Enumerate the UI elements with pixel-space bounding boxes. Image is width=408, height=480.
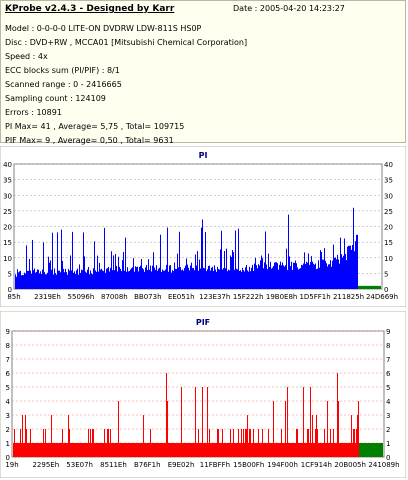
pi-xticks: 85h 2319Eh 55096h 87008h BB073h EE051h 123E37h…: [7, 293, 398, 301]
pi-ytick-label: 30: [3, 192, 12, 200]
pif-ytick-label: 4: [6, 398, 11, 406]
pi-ytick-label: 5: [8, 270, 12, 278]
pi-ytick-label-right: 40: [384, 161, 393, 169]
info-speed: Speed : 4x: [5, 52, 48, 61]
info-model: Model : 0-0-0-0 LITE-ON DVDRW LDW-811S H…: [5, 24, 202, 33]
pi-xtick-label: 15F222h: [233, 293, 264, 301]
pif-ytick-label-right: 9: [386, 328, 390, 336]
pif-bars: [13, 373, 383, 457]
pif-xtick-label: 20B005h: [334, 461, 366, 469]
pif-yticks-right: 0 1 2 3 4 5 6 7 8 9: [386, 328, 391, 462]
app-title: KProbe v2.4.3 - Designed by Karr: [5, 4, 175, 14]
pi-xtick-label: EE051h: [168, 293, 195, 301]
pi-xtick-label: 55096h: [68, 293, 95, 301]
pi-xtick-label: 85h: [7, 293, 20, 301]
pi-ytick-label-right: 35: [384, 177, 393, 185]
pif-ytick-label-right: 2: [386, 426, 390, 434]
pi-xtick-label: 2319Eh: [34, 293, 61, 301]
pif-xtick-label: 15B00Fh: [233, 461, 264, 469]
pif-xtick-label: B76F1h: [134, 461, 161, 469]
pif-ytick-label: 1: [6, 440, 10, 448]
pi-xtick-label: 19B0E8h: [266, 293, 297, 301]
pi-ytick-label: 35: [3, 177, 12, 185]
pif-end-marker: [359, 443, 383, 457]
pif-ytick-label-right: 3: [386, 412, 390, 420]
pi-end-marker: [358, 285, 381, 289]
pif-yticks-left: 0 1 2 3 4 5 6 7 8 9: [6, 328, 11, 462]
info-pif-stats: PIF Max= 9 , Average= 0,50 , Total= 9631: [5, 136, 174, 145]
pi-bars: [15, 207, 381, 289]
pi-xtick-label: 24D669h: [366, 293, 398, 301]
pi-ytick-label-right: 25: [384, 208, 393, 216]
pi-ytick-label-right: 20: [384, 224, 393, 232]
info-disc: Disc : DVD+RW , MCCA01 [Mitsubishi Chemi…: [5, 38, 248, 47]
pif-ytick-label-right: 1: [386, 440, 390, 448]
pif-ytick-label: 2: [6, 426, 10, 434]
pif-ytick-label-right: 5: [386, 384, 390, 392]
pif-xtick-label: 8511Eh: [100, 461, 127, 469]
pif-xtick-label: 194F00h: [267, 461, 298, 469]
pif-ytick-label: 8: [6, 342, 10, 350]
pi-xtick-label: 1D5FF1h: [299, 293, 330, 301]
pif-ytick-label: 6: [6, 370, 11, 378]
pif-chart: PIF 0 1 2 3 4 5 6 7 8 9 0 1 2 3 4 5 6 7 8 9 19h 2295Eh 53E07…: [0, 311, 406, 478]
pi-ytick-label: 20: [3, 224, 12, 232]
pi-yticks-left: 0 5 10 15 20 25 30 35 40: [3, 161, 12, 294]
pi-chart: PI 0 5 10 15 20 25 30 35 40 0 5 10 15 20 25 30 35 40 85h…: [0, 146, 406, 307]
info-errors: Errors : 10891: [5, 108, 62, 117]
pif-xtick-label: 241089h: [368, 461, 399, 469]
pif-ytick-label-right: 8: [386, 342, 390, 350]
pif-ytick-label-right: 7: [386, 356, 390, 364]
pif-ytick-label-right: 4: [386, 398, 391, 406]
info-ecc: ECC blocks sum (PI/PIF) : 8/1: [5, 66, 120, 75]
pif-ytick-label-right: 0: [386, 454, 390, 462]
info-range: Scanned range : 0 - 2416665: [5, 80, 122, 89]
scan-date: Date : 2005-04-20 14:23:27: [233, 4, 345, 13]
pif-xtick-label: 11FBFFh: [200, 461, 230, 469]
pi-ytick-label-right: 0: [384, 286, 388, 294]
pi-ytick-label-right: 10: [384, 255, 393, 263]
pi-ytick-label-right: 30: [384, 192, 393, 200]
pi-ytick-label: 10: [3, 255, 12, 263]
pif-ytick-label: 3: [6, 412, 10, 420]
pif-ytick-label-right: 6: [386, 370, 391, 378]
pi-ytick-label: 40: [3, 161, 12, 169]
pif-ytick-label: 0: [6, 454, 10, 462]
pif-xtick-label: E9E02h: [168, 461, 195, 469]
pi-ytick-label: 0: [8, 286, 12, 294]
pi-ytick-label-right: 5: [384, 270, 388, 278]
pif-xticks: 19h 2295Eh 53E07h 8511Eh B76F1h E9E02h 11FBFFh…: [5, 461, 399, 469]
pif-ytick-label: 9: [6, 328, 10, 336]
pif-xtick-label: 1CF914h: [301, 461, 332, 469]
pi-ytick-label: 25: [3, 208, 12, 216]
pi-ytick-label: 15: [3, 239, 12, 247]
pif-ytick-label: 7: [6, 356, 10, 364]
pi-xtick-label: BB073h: [134, 293, 161, 301]
pif-ytick-label: 5: [6, 384, 10, 392]
info-pi-stats: PI Max= 41 , Average= 5,75 , Total= 1097…: [5, 122, 185, 131]
pif-chart-title: PIF: [196, 318, 210, 327]
pi-xtick-label: 123E37h: [199, 293, 230, 301]
pi-chart-title: PI: [199, 151, 208, 160]
pi-xtick-label: 87008h: [101, 293, 128, 301]
pif-xtick-label: 19h: [5, 461, 18, 469]
pif-xtick-label: 53E07h: [66, 461, 93, 469]
pi-ytick-label-right: 15: [384, 239, 393, 247]
info-sampling: Sampling count : 124109: [5, 94, 106, 103]
pi-xtick-label: 211825h: [333, 293, 364, 301]
info-panel: KProbe v2.4.3 - Designed by Karr Date : …: [0, 0, 406, 145]
pif-xtick-label: 2295Eh: [32, 461, 59, 469]
pi-yticks-right: 0 5 10 15 20 25 30 35 40: [384, 161, 393, 294]
